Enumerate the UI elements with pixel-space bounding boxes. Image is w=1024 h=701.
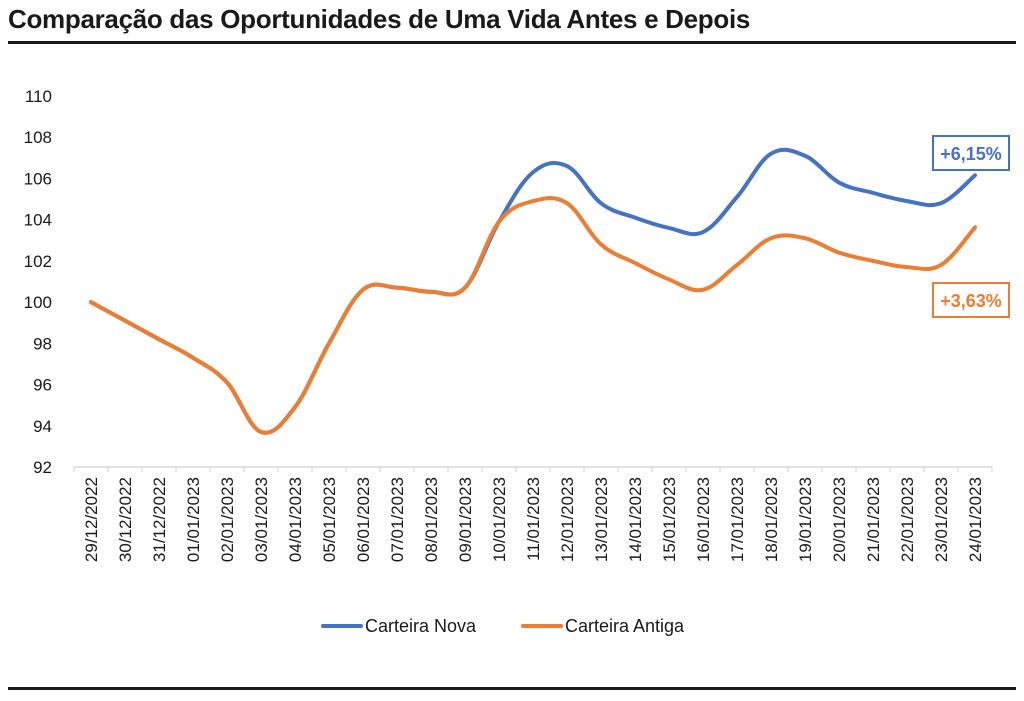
legend: Carteira Nova Carteira Antiga <box>321 616 685 636</box>
legend-label-carteira-antiga: Carteira Antiga <box>565 616 685 636</box>
x-tick-label: 05/01/2023 <box>320 477 339 562</box>
x-tick-label: 07/01/2023 <box>388 477 407 562</box>
series-line-carteira-antiga <box>89 195 977 435</box>
x-tick-label: 02/01/2023 <box>218 477 237 562</box>
x-tick-label: 30/12/2022 <box>116 477 135 562</box>
title-underline <box>8 41 1016 44</box>
x-tick-label: 21/01/2023 <box>864 477 883 562</box>
x-tick-label: 04/01/2023 <box>286 477 305 562</box>
axes <box>73 466 993 472</box>
bottom-rule <box>8 687 1016 690</box>
x-tick-label: 03/01/2023 <box>252 477 271 562</box>
x-tick-label: 15/01/2023 <box>660 477 679 562</box>
y-tick-label: 106 <box>24 169 52 188</box>
y-tick-label: 104 <box>24 211 52 230</box>
x-tick-label: 09/01/2023 <box>456 477 475 562</box>
x-tick-label: 29/12/2022 <box>82 477 101 562</box>
x-tick-label: 10/01/2023 <box>490 477 509 562</box>
y-tick-label: 102 <box>24 252 52 271</box>
x-tick-label: 12/01/2023 <box>558 477 577 562</box>
x-tick-label: 16/01/2023 <box>694 477 713 562</box>
x-tick-label: 01/01/2023 <box>184 477 203 562</box>
x-tick-label: 31/12/2022 <box>150 477 169 562</box>
x-tick-label: 20/01/2023 <box>830 477 849 562</box>
x-tick-label: 08/01/2023 <box>422 477 441 562</box>
y-tick-label: 92 <box>33 458 52 477</box>
x-tick-label: 14/01/2023 <box>626 477 645 562</box>
y-tick-label: 108 <box>24 128 52 147</box>
callout-label-carteira-nova: +6,15% <box>940 144 1002 164</box>
y-tick-label: 100 <box>24 293 52 312</box>
y-tick-labels: 92 94 96 98 100 102 104 106 108 110 <box>24 87 52 477</box>
x-tick-label: 06/01/2023 <box>354 477 373 562</box>
y-tick-label: 96 <box>33 376 52 395</box>
callout-box-carteira-antiga <box>932 282 1010 318</box>
x-tick-label: 22/01/2023 <box>898 477 917 562</box>
legend-label-carteira-nova: Carteira Nova <box>365 616 477 636</box>
x-tick-label: 11/01/2023 <box>524 477 543 561</box>
x-tick-labels: 29/12/2022 30/12/2022 31/12/2022 01/01/2023… <box>82 477 985 562</box>
x-tick-label: 13/01/2023 <box>592 477 611 562</box>
x-tick-label: 17/01/2023 <box>728 477 747 562</box>
series-lines <box>89 147 977 435</box>
callout-label-carteira-antiga: +3,63% <box>940 291 1002 311</box>
y-tick-label: 94 <box>33 417 52 436</box>
x-tick-label: 18/01/2023 <box>762 477 781 562</box>
x-tick-label: 24/01/2023 <box>966 477 985 562</box>
callout-box-carteira-nova <box>932 135 1010 171</box>
end-callouts: +6,15% +3,63% <box>932 135 1010 318</box>
y-tick-label: 98 <box>33 334 52 353</box>
chart-title: Comparação das Oportunidades de Uma Vida… <box>8 4 751 34</box>
x-tick-label: 23/01/2023 <box>932 477 951 562</box>
x-tick-label: 19/01/2023 <box>796 477 815 562</box>
y-tick-label: 110 <box>25 87 52 106</box>
series-line-carteira-nova <box>89 147 977 435</box>
